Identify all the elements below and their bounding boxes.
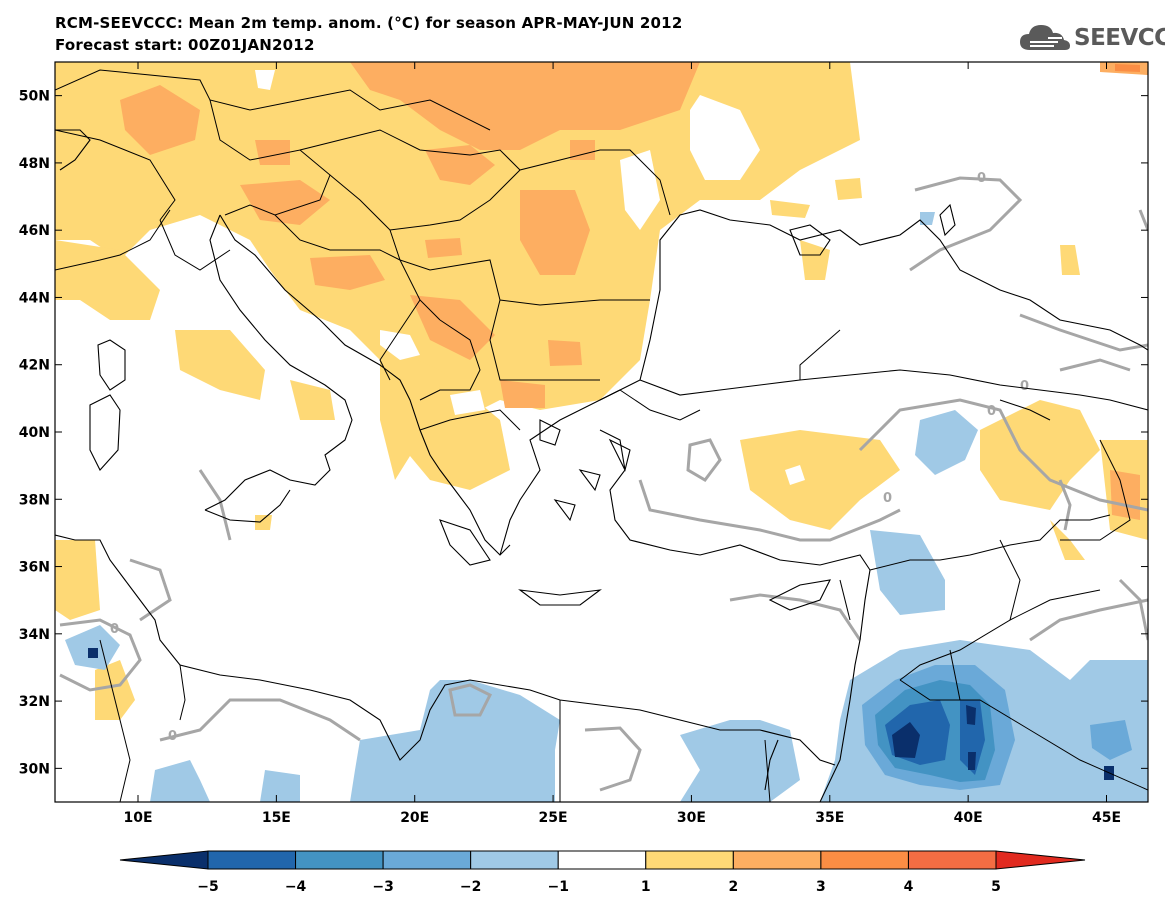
svg-text:0: 0 [1020,379,1029,394]
colorbar-label: −2 [460,879,481,895]
x-tick-label: 20E [400,810,429,826]
colorbar-segment [295,850,384,870]
colorbar-segment [907,850,997,870]
x-tick-label: 35E [815,810,844,826]
y-tick-label: 40N [19,425,50,441]
y-tick-label: 34N [19,627,50,643]
colorbar-segment [820,850,909,870]
y-tick-label: 50N [19,89,50,105]
zero-contours [59,176,1148,792]
x-tick-label: 40E [954,810,983,826]
colorbar-segment [645,850,734,870]
map-plot-area: 0 0 0 0 0 0 [55,62,1148,802]
colorbar-label: −1 [547,879,568,895]
colorbar-segment [470,850,559,870]
seevccc-logo: SEEVCCC [1018,20,1165,56]
colorbar-segment [557,850,647,870]
map-title: RCM-SEEVCCC: Mean 2m temp. anom. (°C) fo… [55,12,682,56]
y-tick-label: 42N [19,358,50,374]
y-tick-label: 30N [19,761,50,777]
svg-text:0: 0 [110,622,119,637]
y-tick-label: 32N [19,694,50,710]
colorbar-label: 2 [728,879,738,895]
x-tick-label: 10E [123,810,152,826]
colorbar-label: −4 [285,879,307,895]
colorbar-label: 4 [904,879,914,895]
colorbar-segment [732,850,822,870]
x-axis: 10E 15E 20E 25E 30E 35E 40E 45E [123,62,1121,826]
anomaly-field-3-4 [1115,64,1140,72]
colorbar-segment [207,850,297,870]
anomaly-field-below-minus5 [88,648,1114,780]
colorbar-label: −5 [197,879,218,895]
title-line-1: RCM-SEEVCCC: Mean 2m temp. anom. (°C) fo… [55,14,683,32]
x-tick-label: 25E [539,810,568,826]
y-tick-label: 38N [19,492,50,508]
x-tick-label: 30E [677,810,706,826]
svg-text:0: 0 [977,171,986,186]
svg-text:0: 0 [168,729,177,744]
x-tick-label: 45E [1092,810,1121,826]
anomaly-field-2-3 [120,62,1148,520]
y-tick-label: 46N [19,223,50,239]
colorbar-label: 3 [816,879,826,895]
y-tick-label: 44N [19,290,50,306]
colorbar-label: −3 [372,879,393,895]
y-tick-label: 36N [19,560,50,576]
y-axis: 50N 48N 46N 44N 42N 40N 38N 36N 34N 32N 30N [19,89,1148,777]
cloud-icon [1020,25,1070,50]
title-line-2: Forecast start: 00Z01JAN2012 [55,36,315,54]
contour-labels: 0 0 0 0 0 0 [110,171,1029,744]
colorbar-max-arrow [995,850,1086,870]
colorbar-segment [382,850,472,870]
colorbar: −5 −4 −3 −2 −1 1 2 3 4 5 [119,850,1086,895]
colorbar-label: 1 [641,879,651,895]
y-tick-label: 48N [19,156,50,172]
colorbar-label: 5 [991,879,1001,895]
svg-text:0: 0 [987,404,996,419]
logo-text: SEEVCCC [1074,25,1165,51]
svg-text:0: 0 [883,491,892,506]
coastlines [55,129,1148,802]
x-tick-label: 15E [262,810,291,826]
colorbar-min-arrow [119,850,209,870]
anomaly-gaps [255,70,805,485]
country-borders [55,69,1148,802]
